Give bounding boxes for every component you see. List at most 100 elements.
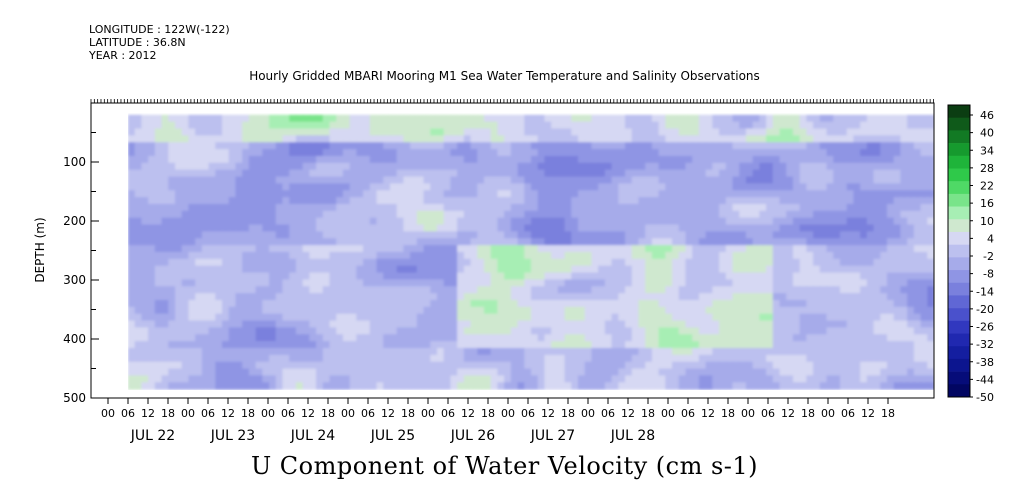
heatmap-cell bbox=[504, 128, 512, 136]
heatmap-cell bbox=[316, 368, 324, 377]
heatmap-cell bbox=[846, 135, 854, 143]
heatmap-cell bbox=[799, 169, 807, 178]
heatmap-cell bbox=[826, 135, 834, 143]
heatmap-field bbox=[128, 114, 934, 390]
heatmap-cell bbox=[316, 279, 324, 287]
heatmap-cell bbox=[316, 258, 324, 267]
heatmap-cell bbox=[161, 354, 169, 363]
heatmap-cell bbox=[457, 334, 465, 342]
heatmap-cell bbox=[544, 327, 552, 335]
heatmap-cell bbox=[564, 203, 572, 212]
heatmap-cell bbox=[739, 334, 747, 342]
heatmap-cell bbox=[262, 327, 270, 335]
heatmap-cell bbox=[416, 224, 425, 232]
heatmap-cell bbox=[262, 299, 270, 308]
heatmap-cell bbox=[201, 162, 210, 171]
heatmap-cell bbox=[457, 135, 465, 143]
heatmap-cell bbox=[745, 183, 754, 191]
heatmap-cell bbox=[369, 245, 378, 253]
heatmap-cell bbox=[799, 142, 807, 150]
heatmap-cell bbox=[376, 306, 384, 315]
heatmap-cell bbox=[383, 245, 391, 253]
heatmap-cell bbox=[712, 348, 720, 356]
heatmap-cell bbox=[436, 217, 445, 226]
heatmap-cell bbox=[678, 348, 687, 356]
heatmap-cell bbox=[907, 169, 915, 178]
heatmap-cell bbox=[235, 121, 243, 130]
heatmap-cell bbox=[450, 299, 458, 308]
heatmap-cell bbox=[403, 114, 411, 123]
heatmap-cell bbox=[363, 169, 371, 178]
heatmap-cell bbox=[201, 135, 210, 143]
heatmap-cell bbox=[564, 265, 572, 274]
heatmap-cell bbox=[295, 327, 304, 335]
heatmap-cell bbox=[920, 368, 928, 377]
heatmap-cell bbox=[235, 183, 243, 191]
heatmap-cell bbox=[839, 217, 848, 226]
heatmap-cell bbox=[215, 320, 223, 329]
heatmap-cell bbox=[242, 114, 250, 123]
heatmap-cell bbox=[195, 210, 203, 219]
heatmap-cell bbox=[819, 210, 828, 219]
heatmap-cell bbox=[893, 306, 902, 315]
heatmap-cell bbox=[913, 142, 922, 150]
heatmap-cell bbox=[510, 293, 519, 301]
heatmap-cell bbox=[188, 114, 196, 123]
heatmap-cell bbox=[645, 183, 653, 191]
heatmap-cell bbox=[625, 306, 633, 315]
heatmap-cell bbox=[215, 313, 223, 322]
heatmap-cell bbox=[685, 197, 693, 205]
heatmap-cell bbox=[302, 121, 310, 130]
heatmap-cell bbox=[322, 361, 331, 370]
heatmap-cell bbox=[188, 354, 196, 363]
heatmap-cell bbox=[591, 320, 599, 329]
heatmap-cell bbox=[604, 286, 613, 294]
heatmap-cell bbox=[309, 348, 317, 356]
heatmap-cell bbox=[255, 368, 263, 377]
heatmap-cell bbox=[598, 128, 606, 136]
heatmap-cell bbox=[645, 368, 653, 377]
heatmap-cell bbox=[416, 155, 425, 164]
heatmap-cell bbox=[826, 155, 834, 164]
heatmap-cell bbox=[920, 231, 928, 239]
heatmap-cell bbox=[920, 238, 928, 246]
heatmap-cell bbox=[436, 203, 445, 212]
heatmap-cell bbox=[692, 265, 700, 274]
heatmap-cell bbox=[739, 348, 747, 356]
heatmap-cell bbox=[551, 286, 559, 294]
heatmap-cell bbox=[416, 382, 425, 390]
heatmap-cell bbox=[329, 231, 337, 239]
heatmap-cell bbox=[873, 334, 881, 342]
heatmap-cell bbox=[819, 299, 828, 308]
heatmap-cell bbox=[544, 224, 552, 232]
heatmap-cell bbox=[356, 272, 364, 281]
heatmap-cell bbox=[269, 217, 277, 226]
heatmap-cell bbox=[497, 348, 505, 356]
heatmap-cell bbox=[490, 299, 499, 308]
heatmap-cell bbox=[719, 238, 727, 246]
heatmap-cell bbox=[289, 114, 297, 123]
heatmap-cell bbox=[537, 245, 546, 253]
heatmap-cell bbox=[483, 176, 492, 184]
heatmap-cell bbox=[698, 155, 707, 164]
heatmap-cell bbox=[141, 190, 149, 198]
heatmap-cell bbox=[611, 348, 619, 356]
heatmap-cell bbox=[389, 210, 398, 219]
heatmap-cell bbox=[833, 238, 841, 246]
heatmap-cell bbox=[598, 162, 606, 171]
heatmap-cell bbox=[719, 368, 727, 377]
heatmap-cell bbox=[920, 128, 928, 136]
heatmap-cell bbox=[195, 217, 203, 226]
heatmap-cell bbox=[873, 149, 881, 157]
heatmap-cell bbox=[618, 368, 626, 377]
heatmap-cell bbox=[477, 272, 485, 281]
heatmap-cell bbox=[477, 293, 485, 301]
heatmap-cell bbox=[806, 162, 814, 171]
heatmap-cell bbox=[141, 265, 149, 274]
heatmap-cell bbox=[692, 224, 700, 232]
heatmap-cell bbox=[342, 382, 351, 390]
heatmap-cell bbox=[645, 327, 653, 335]
heatmap-cell bbox=[329, 251, 337, 260]
heatmap-cell bbox=[692, 368, 700, 377]
heatmap-cell bbox=[551, 135, 559, 143]
